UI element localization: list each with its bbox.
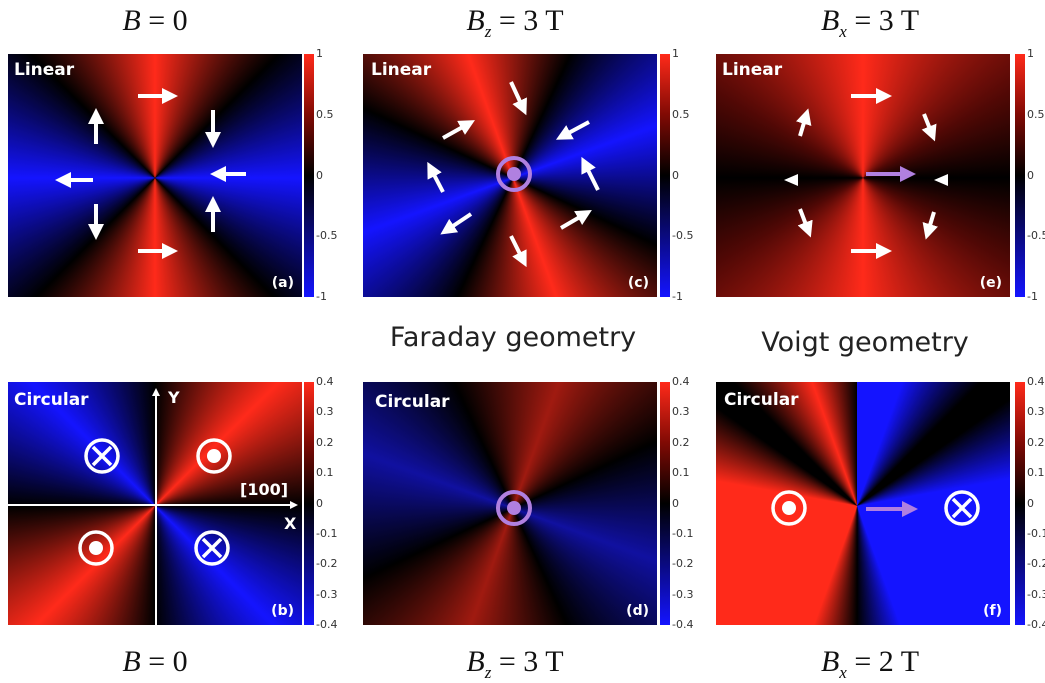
panel-e-arrows xyxy=(784,88,948,259)
axis-x-label: X xyxy=(284,514,297,533)
panel-d-tag: (d) xyxy=(626,603,649,619)
panel-e: Linear (e) xyxy=(716,54,1010,297)
colorbar-f-tick: 0.1 xyxy=(1027,466,1045,480)
colorbar-a-tick: 1 xyxy=(316,47,323,60)
colorbar-c-tick: 0.5 xyxy=(672,107,690,121)
colorbar-c-tick: 1 xyxy=(672,47,679,60)
colorbar-f-tick: -0.1 xyxy=(1027,526,1045,540)
colorbar-a-tick: 0 xyxy=(316,168,323,182)
panel-c-tag: (c) xyxy=(627,275,649,291)
colorbar-c xyxy=(660,54,670,297)
panel-a-tag: (a) xyxy=(271,275,294,291)
colorbar-b-tick: 0.2 xyxy=(316,435,334,449)
title-top-left: B = 0 xyxy=(122,4,188,37)
colorbar-b-tick: -0.3 xyxy=(316,587,338,601)
colorbar-b xyxy=(304,382,314,625)
colorbar-b-tick: 0 xyxy=(316,496,323,510)
title-top-right: Bx = 3 T xyxy=(820,4,920,41)
colorbar-e-tick: 0.5 xyxy=(1027,107,1045,121)
colorbar-f-tick: 0.2 xyxy=(1027,435,1045,449)
panel-b-kind: Circular xyxy=(14,390,89,410)
panel-d-kind: Circular xyxy=(375,392,450,412)
colorbar-c-tick: 0 xyxy=(672,168,679,182)
colorbar-a-tick: 0.5 xyxy=(316,107,334,121)
colorbar-c-tick: -1 xyxy=(672,290,683,303)
colorbar-d-tick: -0.1 xyxy=(672,526,694,540)
colorbar-b-tick: 0.4 xyxy=(316,375,334,388)
panel-c-kind: Linear xyxy=(371,60,432,80)
colorbar-d xyxy=(660,382,670,625)
colorbar-b-tick: -0.4 xyxy=(316,618,338,631)
colorbar-b-tick: 0.3 xyxy=(316,405,334,419)
colorbar-e-tick: 0 xyxy=(1027,168,1034,182)
panel-b-axes xyxy=(8,388,298,625)
panel-b-tag: (b) xyxy=(271,603,294,619)
colorbar-f-tick: -0.4 xyxy=(1027,618,1045,631)
colorbar-b-tick: -0.1 xyxy=(316,526,338,540)
colorbar-f-tick: 0.4 xyxy=(1027,375,1045,388)
colorbar-d-tick: 0.4 xyxy=(672,375,690,388)
colorbar-e-tick: -1 xyxy=(1027,290,1038,303)
title-bot-right: Bx = 2 T xyxy=(820,645,920,682)
title-bot-mid: Bz = 3 T xyxy=(466,645,564,682)
colorbar-e-tick: -0.5 xyxy=(1027,229,1045,243)
panel-f-tag: (f) xyxy=(983,603,1002,619)
voigt-geometry-label: Voigt geometry xyxy=(761,327,969,358)
colorbar-c-tick: -0.5 xyxy=(672,229,694,243)
panel-a-arrows xyxy=(55,88,246,259)
title-bot-left: B = 0 xyxy=(122,645,188,678)
colorbar-d-tick: 0.3 xyxy=(672,405,690,419)
panel-e-kind: Linear xyxy=(722,60,783,80)
colorbar-d-tick: 0.1 xyxy=(672,466,690,480)
colorbar-d-tick: 0 xyxy=(672,496,679,510)
panel-f-kind: Circular xyxy=(724,390,799,410)
colorbar-a-tick: -0.5 xyxy=(316,229,338,243)
colorbar-e xyxy=(1015,54,1025,297)
colorbar-b-tick: 0.1 xyxy=(316,466,334,480)
panel-f-markers xyxy=(771,490,980,526)
colorbar-d-tick: -0.3 xyxy=(672,587,694,601)
panel-e-tag: (e) xyxy=(979,275,1002,291)
colorbar-f xyxy=(1015,382,1025,625)
colorbar-f-tick: -0.3 xyxy=(1027,587,1045,601)
panel-c: Linear (c) xyxy=(363,54,657,297)
colorbar-f-tick: 0.3 xyxy=(1027,405,1045,419)
panel-a: Linear (a) xyxy=(8,54,302,297)
colorbar-d-tick: -0.2 xyxy=(672,557,694,571)
faraday-geometry-label: Faraday geometry xyxy=(389,322,637,353)
colorbar-f-tick: 0 xyxy=(1027,496,1034,510)
colorbar-a xyxy=(304,54,314,297)
colorbar-f-tick: -0.2 xyxy=(1027,557,1045,571)
colorbar-b-tick: -0.2 xyxy=(316,557,338,571)
direction-label: [100] xyxy=(240,480,289,499)
panel-d: Circular (d) xyxy=(363,382,657,625)
panel-d-marker xyxy=(496,490,532,526)
colorbar-a-tick: -1 xyxy=(316,290,327,303)
panel-b: Circular (b) Y X [100] xyxy=(8,382,302,625)
colorbar-d-tick: -0.4 xyxy=(672,618,694,631)
panel-f: Circular (f) xyxy=(716,382,1010,625)
panel-c-arrows xyxy=(427,81,600,268)
axis-y-label: Y xyxy=(168,388,180,407)
title-top-mid: Bz = 3 T xyxy=(466,4,564,41)
colorbar-e-tick: 1 xyxy=(1027,47,1034,60)
panel-a-kind: Linear xyxy=(14,60,75,80)
colorbar-d-tick: 0.2 xyxy=(672,435,690,449)
